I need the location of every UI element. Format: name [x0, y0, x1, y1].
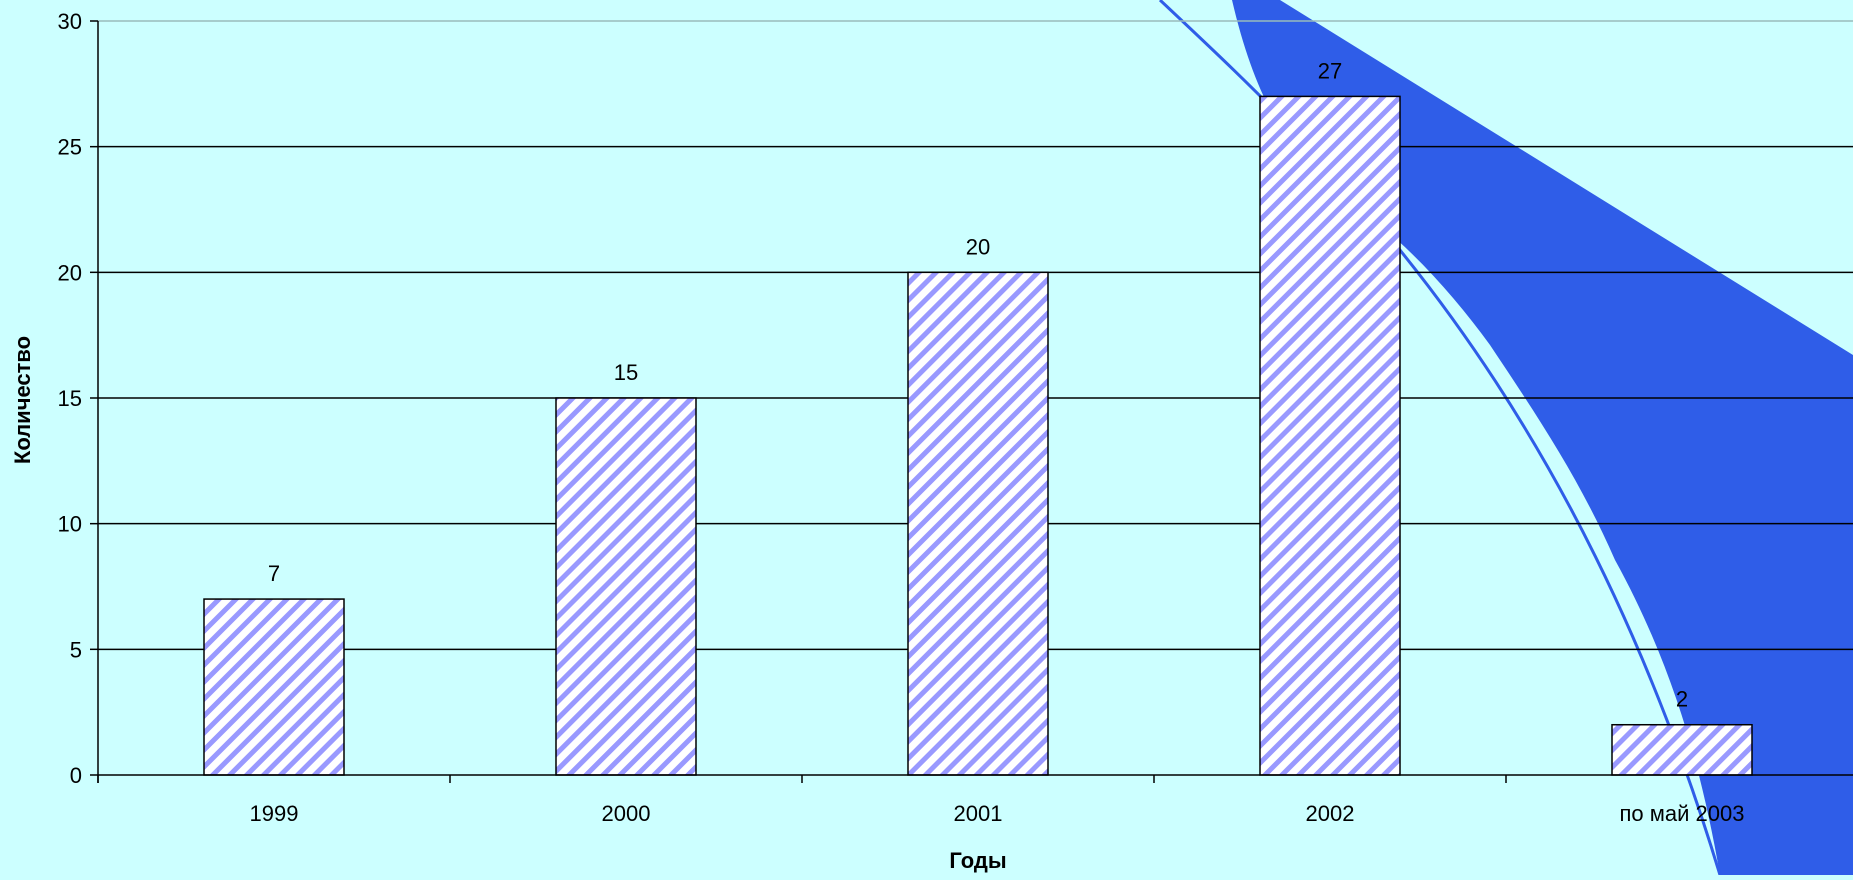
- y-tick-label: 0: [70, 763, 82, 788]
- x-category-label: 1999: [250, 801, 299, 826]
- data-label: 2: [1676, 687, 1688, 712]
- y-tick-label: 30: [58, 9, 82, 34]
- x-category-label: 2001: [954, 801, 1003, 826]
- y-tick-label: 15: [58, 386, 82, 411]
- bar-2001: [907, 271, 1049, 776]
- data-label: 7: [268, 561, 280, 586]
- data-label: 15: [614, 360, 638, 385]
- bar-1999: [203, 598, 345, 776]
- data-label: 27: [1318, 58, 1342, 83]
- data-labels: 7 15 20 27 2: [268, 58, 1688, 711]
- y-tick-label: 5: [70, 637, 82, 662]
- bar-2000: [555, 397, 697, 776]
- x-category-label: по май 2003: [1620, 801, 1745, 826]
- y-tick-labels: 0 5 10 15 20 25 30: [58, 9, 98, 788]
- bar-2002: [1259, 95, 1401, 776]
- x-category-label: 2002: [1306, 801, 1355, 826]
- y-axis-title: Количество: [10, 336, 35, 464]
- bar-по май 2003: [1611, 723, 1753, 776]
- data-label: 20: [966, 234, 990, 259]
- x-category-labels: 1999 2000 2001 2002 по май 2003: [250, 801, 1745, 826]
- x-axis-title: Годы: [949, 848, 1006, 873]
- y-tick-label: 10: [58, 512, 82, 537]
- y-tick-label: 25: [58, 135, 82, 160]
- y-tick-label: 20: [58, 260, 82, 285]
- swoosh-line: [1158, 0, 1722, 876]
- x-category-label: 2000: [602, 801, 651, 826]
- axes: [97, 21, 1853, 783]
- bars: [203, 95, 1753, 776]
